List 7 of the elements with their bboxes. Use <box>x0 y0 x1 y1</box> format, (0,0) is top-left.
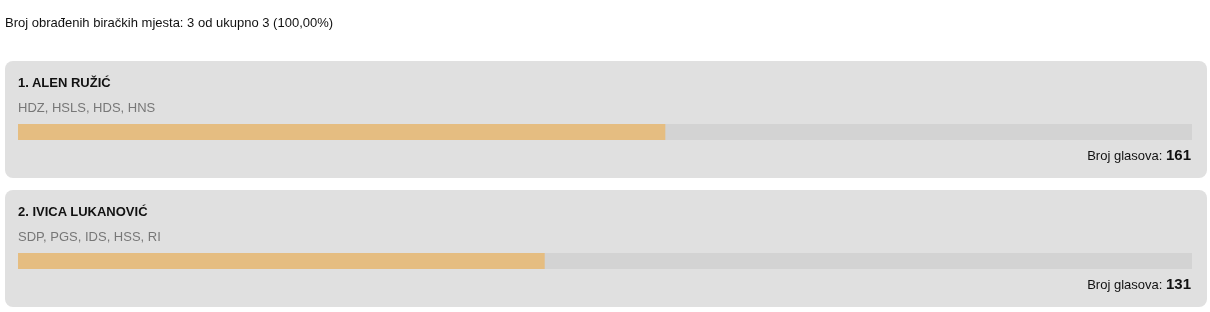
annotation: SDP, PGS, IDS, HSS, RI <box>18 229 161 244</box>
y-tick-label: 1. ALEN RUŽIĆ <box>18 75 111 90</box>
data-label: Broj glasova: 131 <box>1087 275 1191 292</box>
annotation: HDZ, HSLS, HDS, HNS <box>18 100 156 115</box>
y-tick-label: 2. IVICA LUKANOVIĆ <box>18 204 148 219</box>
data-label: Broj glasova: 161 <box>1087 146 1191 163</box>
chart-title: Broj obrađenih biračkih mjesta: 3 od ukupno 3 (100,00%) <box>5 15 334 30</box>
